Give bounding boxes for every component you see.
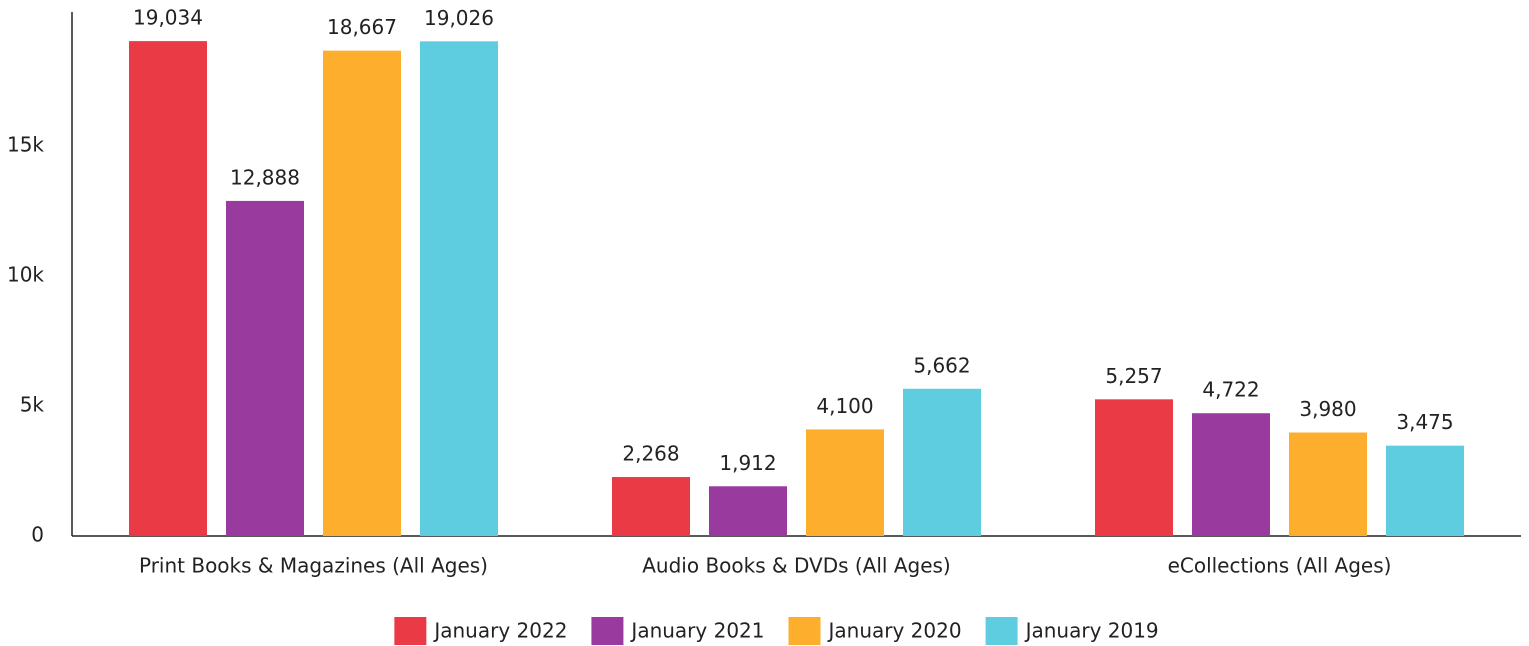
bar [323, 50, 401, 537]
bar [1095, 399, 1173, 536]
y-tick-label: 15k [7, 133, 44, 157]
bar [612, 477, 690, 536]
bar [1386, 445, 1464, 536]
y-tick-label: 10k [7, 263, 44, 287]
x-tick-label: Audio Books & DVDs (All Ages) [642, 554, 950, 578]
bar [1289, 432, 1367, 536]
y-tick-label: 5k [20, 393, 45, 417]
bar [709, 486, 787, 536]
bar [129, 41, 207, 537]
bar [226, 200, 304, 537]
legend-label: January 2019 [1024, 619, 1159, 643]
data-label: 4,722 [1202, 378, 1259, 402]
data-label: 2,268 [622, 442, 679, 466]
x-tick-label: Print Books & Magazines (All Ages) [139, 554, 488, 578]
legend-label: January 2022 [432, 619, 567, 643]
data-label: 5,257 [1105, 364, 1162, 388]
x-tick-label: eCollections (All Ages) [1168, 554, 1392, 578]
data-label: 4,100 [816, 394, 873, 418]
y-tick-label: 0 [31, 523, 44, 547]
data-label: 19,034 [133, 6, 203, 30]
bar [806, 429, 884, 536]
data-label: 12,888 [230, 165, 300, 189]
legend-swatch [591, 617, 624, 645]
legend-label: January 2020 [827, 619, 962, 643]
data-label: 18,667 [327, 15, 397, 39]
legend-swatch [394, 617, 427, 645]
bar [903, 388, 981, 536]
legend-swatch [788, 617, 821, 645]
data-label: 3,980 [1299, 397, 1356, 421]
legend-label: January 2021 [629, 619, 764, 643]
data-label: 19,026 [424, 6, 494, 30]
bar [1192, 413, 1270, 536]
bar [420, 41, 498, 536]
data-label: 5,662 [913, 353, 970, 377]
data-label: 1,912 [719, 451, 776, 475]
data-label: 3,475 [1396, 410, 1453, 434]
legend-swatch [985, 617, 1018, 645]
